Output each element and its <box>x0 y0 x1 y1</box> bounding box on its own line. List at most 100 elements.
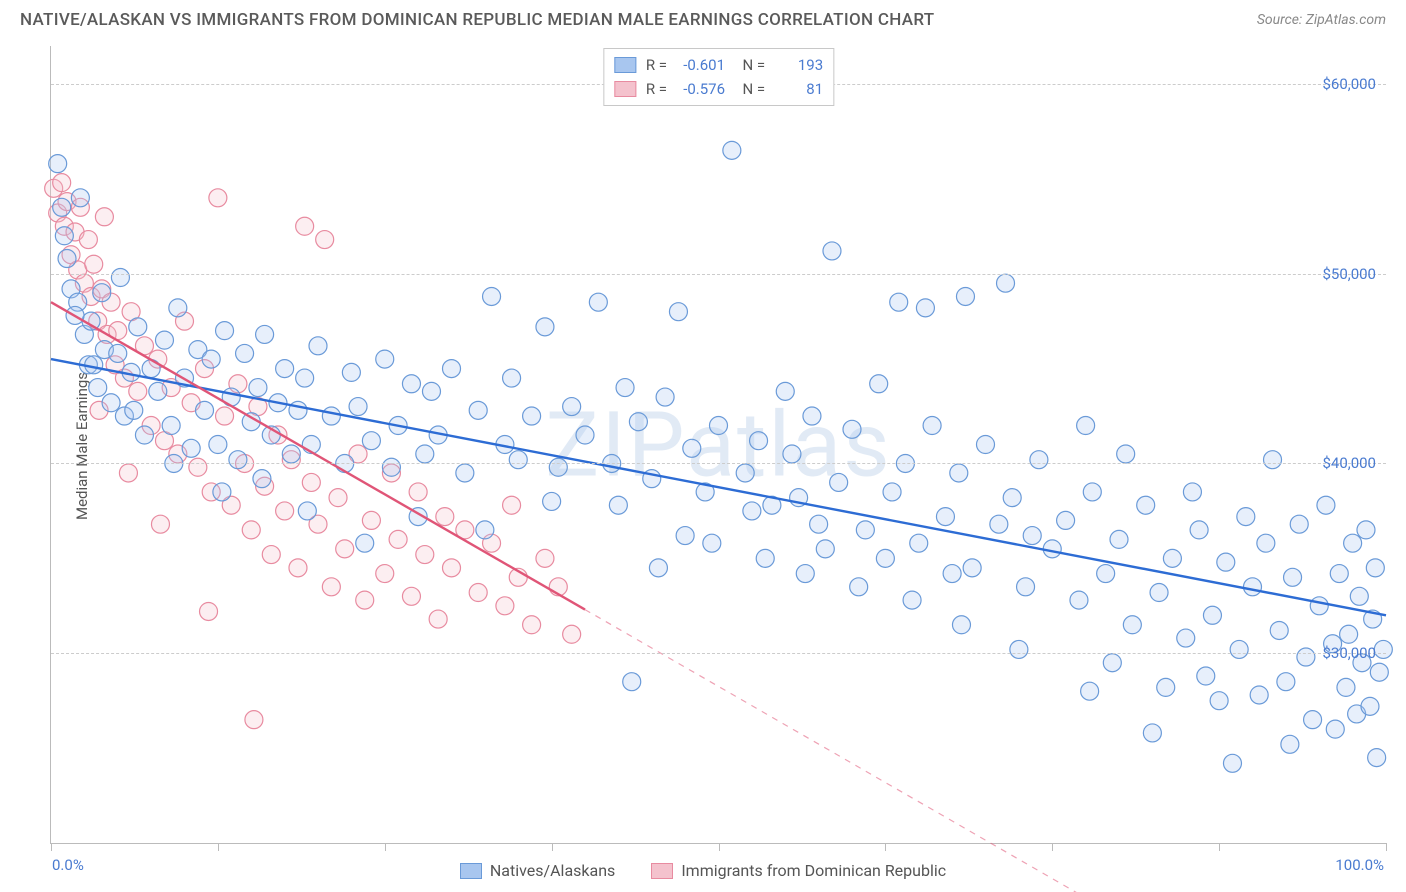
swatch-immigrants-icon <box>651 863 673 879</box>
data-point <box>1203 606 1221 624</box>
data-point <box>262 546 280 564</box>
data-point <box>1370 663 1388 681</box>
chart-title: NATIVE/ALASKAN VS IMMIGRANTS FROM DOMINI… <box>20 10 934 30</box>
legend-item-natives: Natives/Alaskans <box>460 861 615 880</box>
data-point <box>336 540 354 558</box>
data-point <box>563 625 581 643</box>
swatch-natives-icon <box>460 863 482 879</box>
data-point <box>1157 678 1175 696</box>
data-point <box>316 231 334 249</box>
data-point <box>856 521 874 539</box>
data-point <box>389 530 407 548</box>
correlation-legend: R = -0.601 N = 193 R = -0.576 N = 81 <box>603 48 834 106</box>
data-point <box>182 439 200 457</box>
data-point <box>923 417 941 435</box>
x-tick <box>885 843 886 851</box>
data-point <box>1217 553 1235 571</box>
data-point <box>1368 749 1386 767</box>
legend-item-immigrants: Immigrants from Dominican Republic <box>651 861 946 880</box>
data-point <box>890 293 908 311</box>
plot-area: ZIPatlas R = -0.601 N = 193 R = -0.576 N… <box>50 46 1386 844</box>
data-point <box>483 287 501 305</box>
data-point <box>1361 697 1379 715</box>
data-point <box>429 610 447 628</box>
data-point <box>656 388 674 406</box>
data-point <box>200 602 218 620</box>
data-point <box>723 141 741 159</box>
data-point <box>903 591 921 609</box>
x-tick <box>51 843 52 851</box>
data-point <box>276 502 294 520</box>
data-point <box>536 549 554 567</box>
data-point <box>1077 417 1095 435</box>
data-point <box>209 189 227 207</box>
data-point <box>803 407 821 425</box>
n-value-immigrants: 81 <box>775 77 823 101</box>
data-point <box>830 473 848 491</box>
data-point <box>536 318 554 336</box>
data-point <box>977 436 995 454</box>
trend-line-extrapolated <box>585 610 1386 892</box>
data-point <box>1330 565 1348 583</box>
data-point <box>1317 496 1335 514</box>
data-point <box>783 445 801 463</box>
data-point <box>342 363 360 381</box>
n-value-natives: 193 <box>775 53 823 77</box>
data-point <box>102 394 120 412</box>
data-point <box>1310 597 1328 615</box>
data-point <box>669 303 687 321</box>
data-point <box>402 375 420 393</box>
data-point <box>443 360 461 378</box>
data-point <box>1143 724 1161 742</box>
data-point <box>609 496 627 514</box>
data-point <box>276 360 294 378</box>
legend-row-immigrants: R = -0.576 N = 81 <box>614 77 823 101</box>
data-point <box>963 559 981 577</box>
data-point <box>952 616 970 634</box>
data-point <box>1070 591 1088 609</box>
data-point <box>850 578 868 596</box>
data-point <box>249 379 267 397</box>
data-point <box>155 331 173 349</box>
data-point <box>756 549 774 567</box>
data-point <box>216 322 234 340</box>
data-point <box>1270 621 1288 639</box>
data-point <box>149 382 167 400</box>
data-point <box>703 534 721 552</box>
data-point <box>135 426 153 444</box>
data-point <box>58 250 76 268</box>
data-point <box>503 496 521 514</box>
data-point <box>71 189 89 207</box>
data-point <box>843 420 861 438</box>
data-point <box>1244 578 1262 596</box>
data-point <box>750 432 768 450</box>
data-point <box>876 549 894 567</box>
data-point <box>1183 483 1201 501</box>
data-point <box>870 375 888 393</box>
data-point <box>202 350 220 368</box>
data-point <box>282 445 300 463</box>
data-point <box>916 299 934 317</box>
data-point <box>382 458 400 476</box>
data-point <box>810 515 828 533</box>
data-point <box>1003 489 1021 507</box>
data-point <box>169 299 187 317</box>
data-point <box>1081 682 1099 700</box>
data-point <box>213 483 231 501</box>
data-point <box>309 337 327 355</box>
data-point <box>362 511 380 529</box>
data-point <box>496 597 514 615</box>
data-point <box>416 445 434 463</box>
data-point <box>543 492 561 510</box>
data-point <box>85 356 103 374</box>
data-point <box>456 464 474 482</box>
data-point <box>1057 511 1075 529</box>
x-tick <box>218 843 219 851</box>
data-point <box>93 284 111 302</box>
data-point <box>329 489 347 507</box>
gridline <box>51 463 1386 464</box>
y-tick-label: $50,000 <box>1322 265 1376 283</box>
data-point <box>296 369 314 387</box>
data-point <box>409 483 427 501</box>
data-point <box>1103 654 1121 672</box>
